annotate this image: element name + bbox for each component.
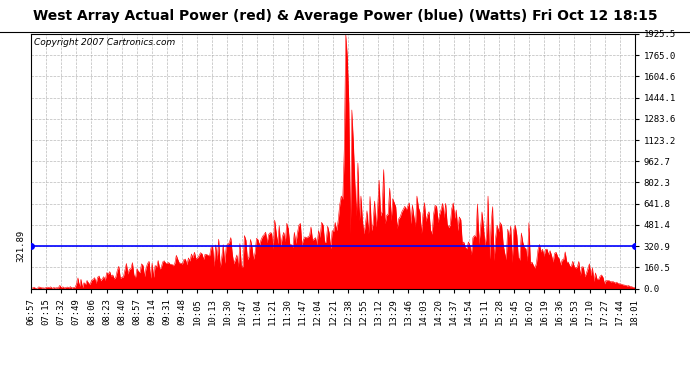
Text: Copyright 2007 Cartronics.com: Copyright 2007 Cartronics.com (34, 38, 175, 46)
Text: 321.89: 321.89 (16, 230, 25, 262)
Text: West Array Actual Power (red) & Average Power (blue) (Watts) Fri Oct 12 18:15: West Array Actual Power (red) & Average … (32, 9, 658, 23)
